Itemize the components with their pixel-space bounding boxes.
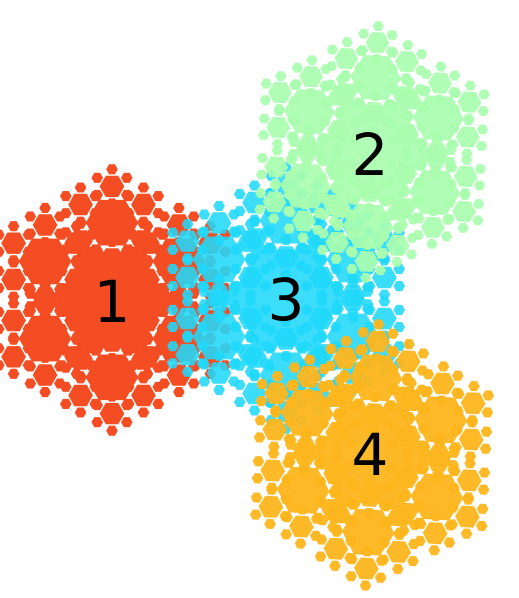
shape-label-3: 3 — [268, 266, 305, 334]
fractal-shape-2 — [254, 21, 490, 283]
shape-label-2: 2 — [352, 121, 389, 189]
fractal-shape-4 — [249, 319, 495, 591]
fractal-shape-1 — [0, 164, 231, 436]
shape-label-1: 1 — [94, 268, 131, 336]
shape-label-4: 4 — [352, 421, 389, 489]
